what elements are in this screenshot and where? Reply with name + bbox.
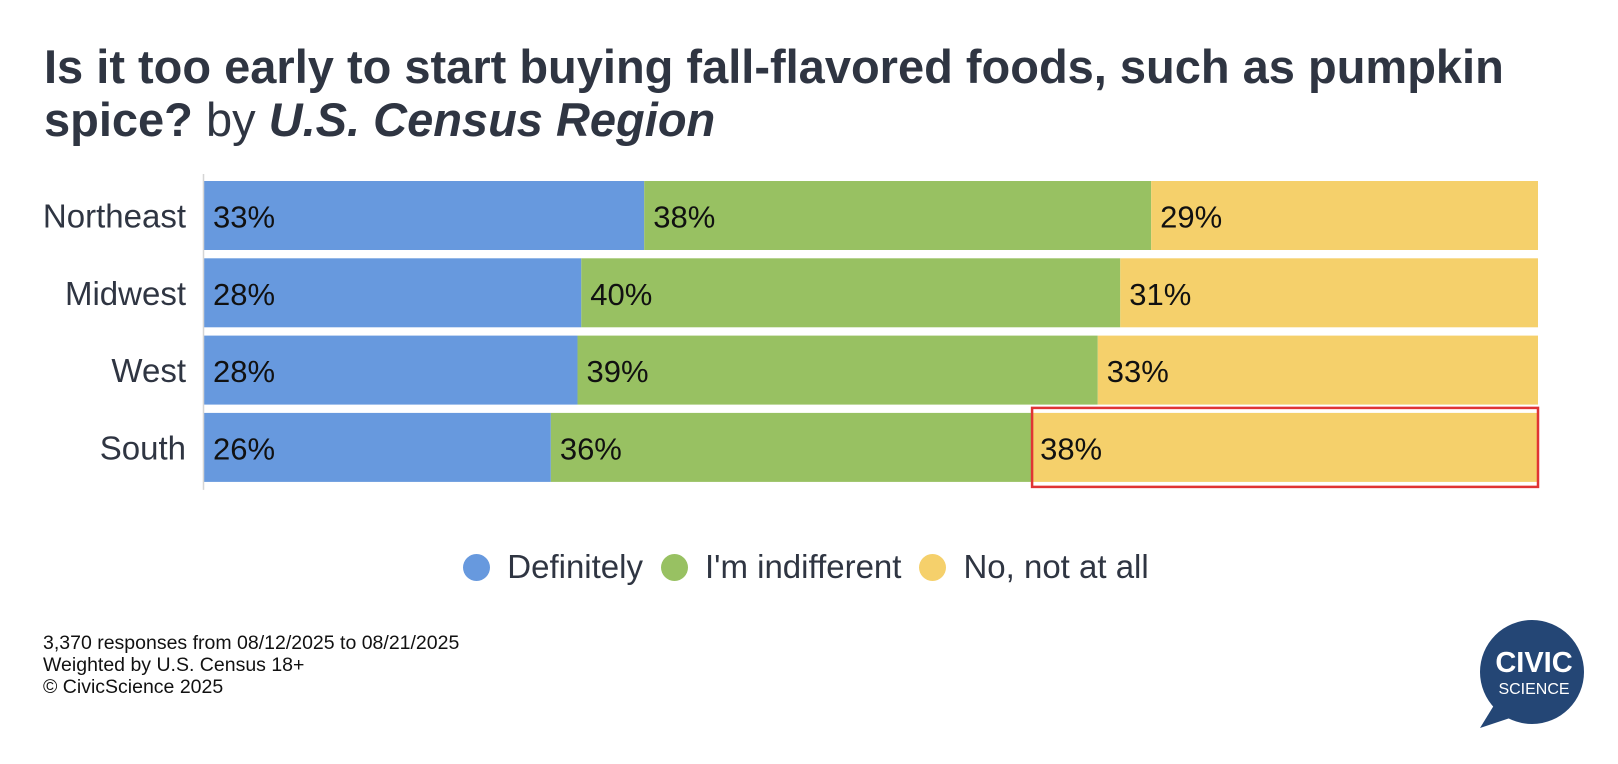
stacked-bar-chart: Northeast 33% 38% 29% Midwest 28% 40% 31% West 28…: [43, 174, 1540, 490]
civicscience-logo: CIVIC SCIENCE: [1480, 620, 1584, 728]
data-label-south-no-not-at-all: 38%: [1040, 431, 1102, 466]
category-label-south: South: [100, 429, 186, 466]
bar-south-definitely: [204, 412, 551, 482]
bar-midwest-i-m-indifferent: [581, 258, 1121, 328]
legend-swatch-no-not-at-all: [919, 553, 947, 581]
chart-legend: Definitely I'm indifferent No, not at all: [0, 548, 1618, 586]
data-label-south-i-m-indifferent: 36%: [560, 431, 622, 466]
bar-west-definitely: [204, 335, 578, 405]
bar-midwest-definitely: [204, 258, 582, 328]
legend-label-no-not-at-all: No, not at all: [963, 548, 1149, 585]
logo-badge: [1480, 620, 1584, 728]
bar-northeast-no-not-at-all: [1151, 181, 1538, 250]
data-label-west-definitely: 28%: [213, 354, 275, 389]
bar-midwest-no-not-at-all: [1120, 258, 1538, 328]
data-label-south-definitely: 26%: [213, 431, 275, 466]
data-label-midwest-no-not-at-all: 31%: [1129, 277, 1191, 312]
logo-text-science: SCIENCE: [1498, 681, 1569, 698]
bar-northeast-i-m-indifferent: [644, 181, 1152, 250]
data-label-midwest-definitely: 28%: [213, 277, 275, 312]
data-label-northeast-no-not-at-all: 29%: [1160, 200, 1222, 235]
legend-label-i-m-indifferent: I'm indifferent: [705, 548, 902, 585]
data-label-midwest-i-m-indifferent: 40%: [590, 277, 652, 312]
legend-item-definitely: Definitely: [463, 548, 643, 586]
bar-west-i-m-indifferent: [577, 335, 1098, 405]
footnote-responses: 3,370 responses from 08/12/2025 to 08/21…: [43, 632, 460, 654]
data-label-northeast-definitely: 33%: [213, 200, 275, 235]
legend-label-definitely: Definitely: [507, 548, 643, 585]
bar-northeast-definitely: [204, 181, 645, 250]
data-label-west-i-m-indifferent: 39%: [587, 354, 649, 389]
title-main: Is it too early to start buying fall-fla…: [44, 40, 1504, 146]
chart-title: Is it too early to start buying fall-fla…: [44, 40, 1584, 146]
title-region: U.S. Census Region: [268, 93, 716, 146]
category-label-midwest: Midwest: [65, 275, 186, 312]
highlight-box: [1030, 406, 1540, 489]
category-label-west: West: [111, 352, 186, 389]
logo-text-civic: CIVIC: [1495, 647, 1572, 679]
title-by: by: [205, 93, 256, 146]
legend-item-i-m-indifferent: I'm indifferent: [661, 548, 901, 586]
bar-west-no-not-at-all: [1097, 335, 1538, 405]
data-label-west-no-not-at-all: 33%: [1107, 354, 1169, 389]
data-label-northeast-i-m-indifferent: 38%: [653, 200, 715, 235]
legend-swatch-definitely: [463, 553, 491, 581]
bar-south-no-not-at-all: [1031, 412, 1538, 482]
footnotes: 3,370 responses from 08/12/2025 to 08/21…: [43, 632, 459, 698]
bar-south-i-m-indifferent: [550, 412, 1032, 482]
footnote-weighting: Weighted by U.S. Census 18+: [43, 654, 305, 676]
legend-swatch-i-m-indifferent: [661, 553, 688, 581]
category-label-northeast: Northeast: [43, 198, 186, 235]
legend-item-no-not-at-all: No, not at all: [919, 548, 1149, 586]
footnote-copyright: © CivicScience 2025: [43, 676, 224, 698]
